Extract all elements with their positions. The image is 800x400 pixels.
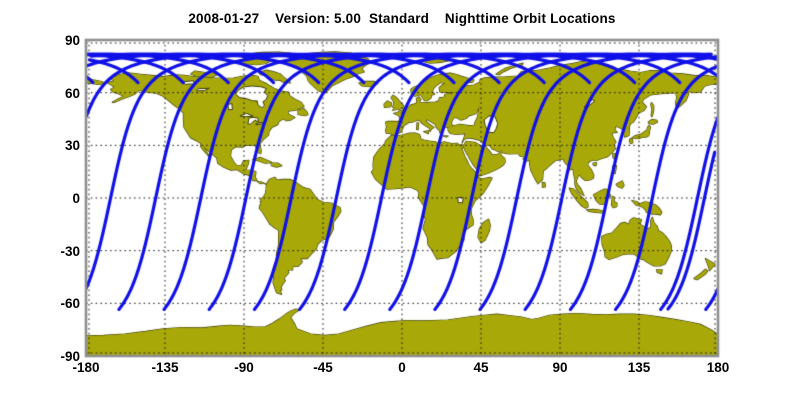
x-tick-label: -90 <box>234 360 254 375</box>
y-tick-label: -60 <box>60 296 80 312</box>
x-tick-label: 0 <box>398 360 406 375</box>
x-tick-label: 135 <box>627 360 651 375</box>
y-tick-label: -90 <box>60 349 80 364</box>
x-tick-label: 45 <box>473 360 489 375</box>
y-tick-label: 60 <box>64 85 80 101</box>
y-tick-label: -30 <box>60 243 80 259</box>
y-tick-label: 30 <box>64 138 80 154</box>
x-tick-label: 90 <box>552 360 568 375</box>
x-tick-label: -45 <box>313 360 333 375</box>
x-tick-label: 180 <box>706 360 730 375</box>
y-tick-label: 90 <box>64 33 80 48</box>
x-tick-label: -180 <box>72 360 100 375</box>
y-tick-label: 0 <box>72 191 80 206</box>
plot-title: 2008-01-27 Version: 5.00 Standard Nightt… <box>188 11 616 26</box>
x-tick-label: -135 <box>151 360 179 375</box>
